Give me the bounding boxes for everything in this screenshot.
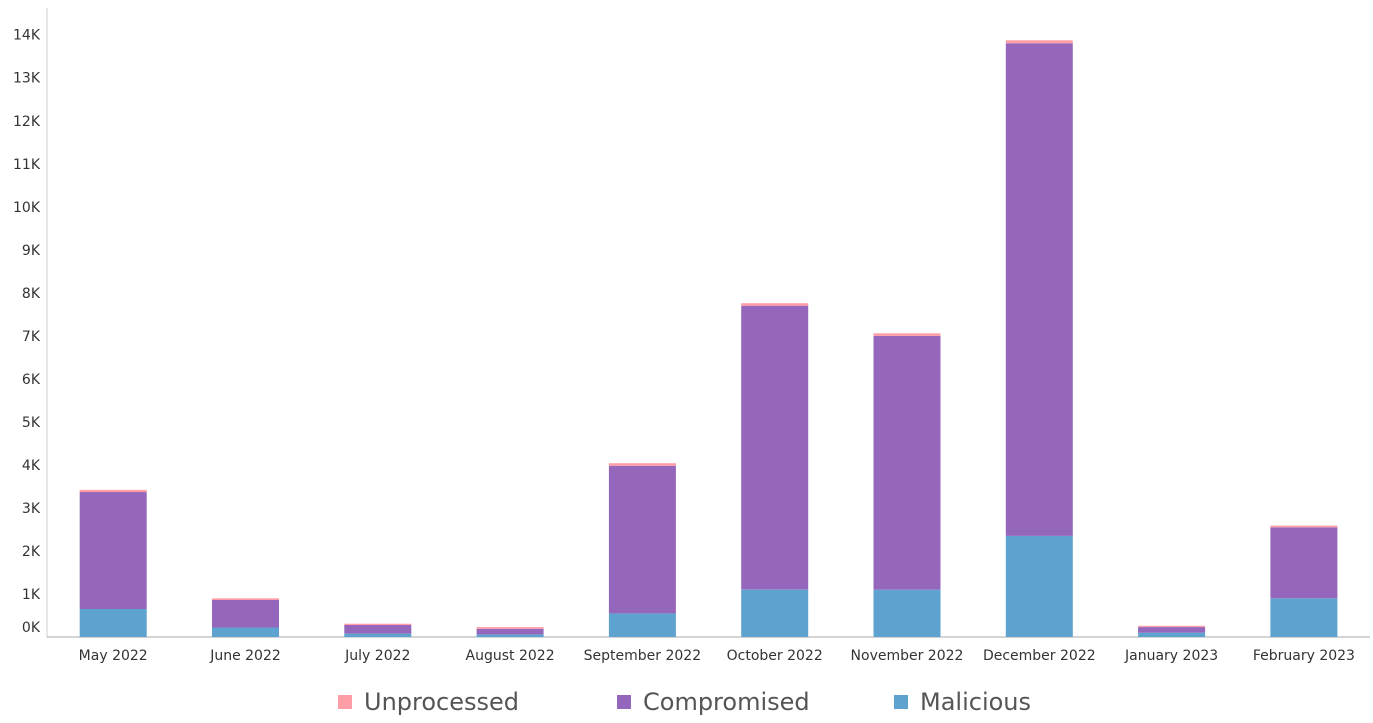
legend-label-unprocessed: Unprocessed — [364, 688, 520, 716]
bar-unprocessed-4[interactable] — [608, 463, 676, 466]
x-tick-label: February 2023 — [1253, 648, 1355, 664]
stacked-bar-chart: 0K 1K 2K 3K 4K 5K 6K 7K 8K 9K 10K 11K 12K 13K 14K May … — [13, 8, 1370, 664]
legend-swatch-unprocessed — [338, 695, 352, 709]
legend-swatch-malicious — [894, 695, 908, 709]
y-tick-label: 13K — [13, 71, 41, 87]
legend-label-malicious: Malicious — [920, 688, 1032, 716]
y-tick-label: 9K — [22, 243, 41, 259]
x-tick-label: December 2022 — [983, 648, 1096, 664]
bar-compromised-9[interactable] — [1270, 527, 1338, 599]
y-tick-label: 5K — [22, 415, 41, 431]
y-tick-label: 3K — [22, 501, 41, 517]
bar-unprocessed-8[interactable] — [1138, 625, 1206, 628]
x-tick-label: September 2022 — [584, 648, 701, 664]
legend-item-unprocessed[interactable]: Unprocessed — [338, 690, 519, 714]
bar-unprocessed-3[interactable] — [476, 627, 544, 629]
bar-malicious-5[interactable] — [741, 589, 809, 637]
bar-malicious-7[interactable] — [1005, 535, 1073, 637]
bar-compromised-8[interactable] — [1138, 627, 1206, 633]
x-tick-label: August 2022 — [466, 648, 555, 664]
bar-unprocessed-0[interactable] — [79, 489, 147, 493]
bar-malicious-9[interactable] — [1270, 598, 1338, 637]
bar-compromised-6[interactable] — [873, 335, 941, 590]
bar-compromised-1[interactable] — [212, 600, 279, 628]
x-axis-ticks: May 2022 June 2022 July 2022 August 2022 Sep… — [79, 648, 1355, 664]
bar-malicious-1[interactable] — [212, 627, 279, 638]
bar-compromised-5[interactable] — [741, 305, 809, 590]
legend-label-compromised: Compromised — [643, 688, 810, 716]
x-tick-label: June 2022 — [209, 648, 281, 664]
bar-compromised-3[interactable] — [476, 628, 544, 635]
x-tick-label: May 2022 — [79, 648, 148, 664]
y-tick-label: 8K — [22, 286, 41, 302]
y-tick-label: 4K — [22, 458, 41, 474]
bar-unprocessed-1[interactable] — [212, 598, 279, 600]
y-tick-label: 12K — [13, 114, 41, 130]
bar-compromised-2[interactable] — [344, 625, 412, 634]
bar-compromised-7[interactable] — [1005, 43, 1073, 536]
x-tick-label: October 2022 — [727, 648, 823, 664]
legend-swatch-compromised — [617, 695, 631, 709]
bar-compromised-0[interactable] — [79, 492, 147, 609]
bar-unprocessed-7[interactable] — [1005, 40, 1073, 44]
legend: Unprocessed Compromised Malicious — [0, 690, 1373, 723]
y-tick-label: 1K — [22, 587, 41, 603]
bar-unprocessed-9[interactable] — [1270, 525, 1338, 528]
bar-unprocessed-5[interactable] — [741, 303, 809, 306]
y-axis-ticks: 0K 1K 2K 3K 4K 5K 6K 7K 8K 9K 10K 11K 12K 13K 14K — [13, 28, 41, 636]
bar-malicious-2[interactable] — [344, 633, 412, 637]
legend-item-malicious[interactable]: Malicious — [894, 690, 1031, 714]
bar-malicious-0[interactable] — [79, 609, 147, 637]
y-tick-label: 7K — [22, 329, 41, 345]
bar-malicious-8[interactable] — [1138, 632, 1206, 637]
legend-item-compromised[interactable]: Compromised — [617, 690, 810, 714]
bar-malicious-6[interactable] — [873, 589, 941, 637]
y-tick-label: 14K — [13, 28, 41, 44]
y-tick-label: 10K — [13, 200, 41, 216]
bar-unprocessed-6[interactable] — [873, 333, 941, 336]
y-tick-label: 11K — [13, 157, 41, 173]
x-tick-label: January 2023 — [1124, 648, 1218, 664]
y-tick-label: 0K — [22, 620, 41, 636]
bar-compromised-4[interactable] — [608, 465, 676, 614]
bar-malicious-4[interactable] — [608, 613, 676, 637]
y-tick-label: 6K — [22, 372, 41, 388]
x-tick-label: November 2022 — [851, 648, 964, 664]
bar-malicious-3[interactable] — [476, 634, 544, 637]
bar-unprocessed-2[interactable] — [344, 623, 412, 625]
y-tick-label: 2K — [22, 544, 41, 560]
x-tick-label: July 2022 — [344, 648, 410, 664]
bars-group — [79, 40, 1338, 638]
